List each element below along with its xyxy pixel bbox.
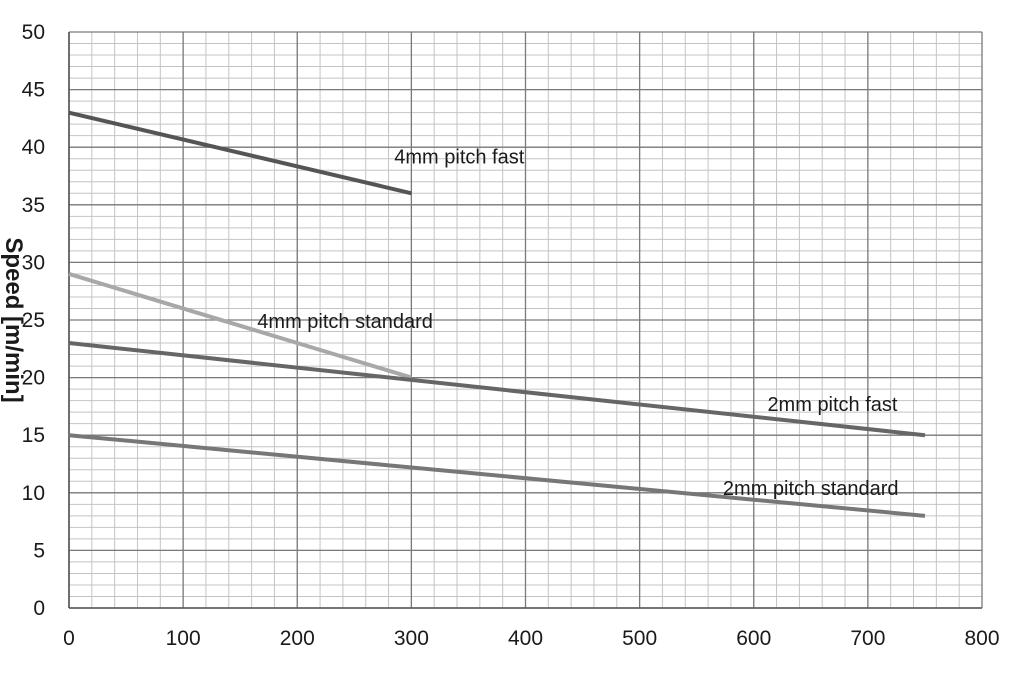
series-label-3: 2mm pitch standard bbox=[723, 478, 899, 500]
series-label-0: 4mm pitch fast bbox=[394, 146, 524, 168]
y-tick-labels: 0 5 10 15 20 25 30 35 40 45 50 bbox=[22, 21, 45, 620]
series-lines bbox=[68, 110, 926, 518]
y-tick-label: 0 bbox=[33, 597, 45, 620]
x-tick-label: 400 bbox=[508, 627, 543, 650]
y-tick-label: 5 bbox=[33, 539, 45, 562]
x-tick-label: 500 bbox=[622, 627, 657, 650]
x-tick-label: 0 bbox=[63, 627, 75, 650]
series-line-0 bbox=[68, 110, 412, 196]
major-gridlines bbox=[68, 31, 983, 609]
y-tick-label: 15 bbox=[22, 424, 45, 447]
y-tick-label: 20 bbox=[22, 367, 45, 390]
x-tick-label: 100 bbox=[166, 627, 201, 650]
series-labels: 4mm pitch fast 4mm pitch standard 2mm pitc… bbox=[257, 146, 898, 500]
y-tick-label: 35 bbox=[22, 194, 45, 217]
x-tick-label: 300 bbox=[394, 627, 429, 650]
y-tick-label: 10 bbox=[22, 482, 45, 505]
y-tick-label: 30 bbox=[22, 251, 45, 274]
x-tick-label: 800 bbox=[964, 627, 999, 650]
y-tick-label: 25 bbox=[22, 309, 45, 332]
series-line-2 bbox=[68, 341, 926, 438]
x-tick-label: 700 bbox=[850, 627, 885, 650]
axes bbox=[68, 32, 982, 609]
y-tick-label: 40 bbox=[22, 136, 45, 159]
x-tick-labels: 0 100 200 300 400 500 600 700 800 bbox=[63, 627, 999, 650]
x-tick-label: 600 bbox=[736, 627, 771, 650]
series-line-1 bbox=[68, 272, 412, 380]
series-label-1: 4mm pitch standard bbox=[257, 311, 433, 333]
y-axis-label: Speed [m/min] bbox=[0, 237, 27, 402]
y-tick-label: 50 bbox=[22, 21, 45, 44]
y-tick-label: 45 bbox=[22, 79, 45, 102]
series-label-2: 2mm pitch fast bbox=[767, 394, 897, 416]
x-tick-label: 200 bbox=[280, 627, 315, 650]
series-line-3 bbox=[68, 433, 926, 518]
